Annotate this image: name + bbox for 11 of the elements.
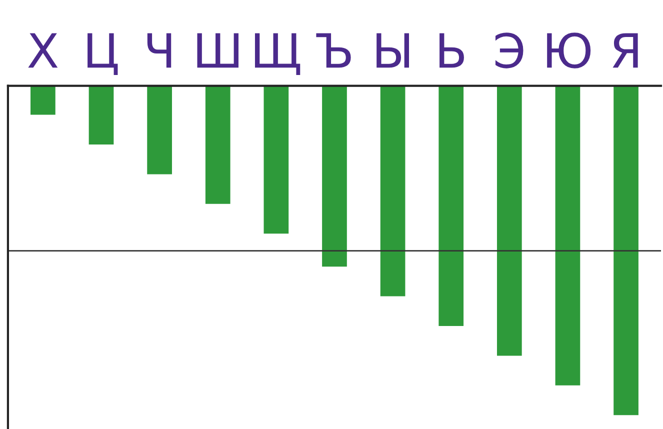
x-tick-label: Х — [28, 33, 58, 68]
x-tick-label: Я — [612, 33, 638, 68]
x-tick-label: Ъ — [316, 33, 351, 68]
x-tick-label: Э — [495, 32, 524, 68]
x-tick-label: Ы — [376, 33, 409, 68]
x-tick-label: Ш — [197, 33, 238, 68]
x-tick-label: Щ — [254, 33, 300, 76]
x-tick-label: Ц — [88, 33, 118, 76]
x-tick-label: Ч — [147, 33, 172, 68]
x-tick-label: Ю — [547, 32, 591, 68]
x-tick-label: Ь — [440, 33, 464, 68]
